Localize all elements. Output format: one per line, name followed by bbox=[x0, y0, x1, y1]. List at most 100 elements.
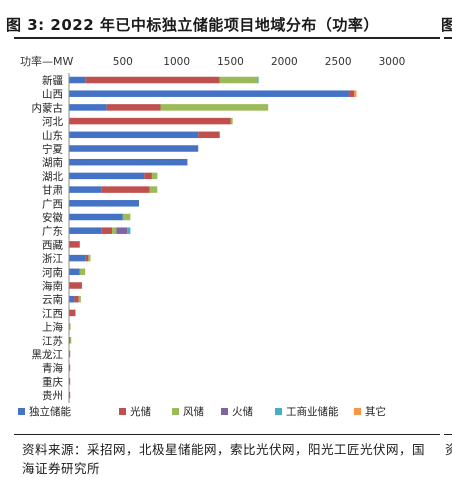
bar-segment bbox=[101, 186, 150, 193]
bar-segment bbox=[85, 76, 220, 84]
bar-segment bbox=[69, 378, 71, 385]
bar-segment bbox=[69, 337, 71, 344]
legend-swatch bbox=[172, 408, 179, 415]
category-label: 安徽 bbox=[42, 211, 63, 224]
bar-segment bbox=[112, 227, 117, 234]
bar-segment bbox=[69, 172, 145, 180]
top-rule bbox=[14, 37, 440, 39]
bottom-rule bbox=[14, 434, 440, 435]
category-label: 广东 bbox=[42, 225, 63, 238]
category-label: 甘肃 bbox=[42, 184, 63, 197]
category-label: 青海 bbox=[42, 362, 63, 375]
category-label: 上海 bbox=[42, 321, 63, 334]
category-label: 江西 bbox=[42, 308, 63, 320]
bar-segment bbox=[69, 158, 188, 166]
bar-segment bbox=[69, 104, 107, 111]
category-label: 贵州 bbox=[42, 389, 63, 402]
bar-segment bbox=[101, 227, 113, 234]
bar-segment bbox=[69, 323, 71, 330]
x-tick-label: 2500 bbox=[325, 56, 352, 68]
bar-segment bbox=[88, 254, 91, 262]
x-tick-label: 3000 bbox=[379, 56, 406, 68]
bar-segment bbox=[257, 76, 259, 84]
category-label: 新疆 bbox=[42, 74, 63, 87]
source-note: 资料来源：采招网，北极星储能网，索比光伏网，阳光工匠光伏网，国海证券研究所 bbox=[22, 442, 426, 476]
bar-segment bbox=[69, 309, 76, 317]
category-label: 宁夏 bbox=[42, 143, 63, 156]
bar-segment bbox=[198, 131, 220, 139]
category-label: 西藏 bbox=[42, 239, 63, 251]
bar-segment bbox=[79, 268, 86, 276]
bar-segment bbox=[219, 76, 258, 84]
bottom-rule-next-column bbox=[444, 434, 452, 435]
category-label: 海南 bbox=[42, 280, 63, 293]
bar-segment bbox=[69, 213, 123, 221]
category-label: 黑龙江 bbox=[32, 348, 64, 361]
x-tick-label: 2000 bbox=[271, 56, 298, 68]
stacked-bar-chart: 功率—MW 500 1000 1500 2000 2500 3000 新疆山西内蒙古河北山… bbox=[18, 54, 406, 418]
bar-segment bbox=[354, 90, 357, 97]
bar-segment bbox=[70, 337, 72, 344]
category-label: 江苏 bbox=[42, 334, 63, 347]
x-tick-label: 1500 bbox=[217, 56, 244, 68]
bar-segment bbox=[69, 131, 199, 139]
legend-label: 火储 bbox=[232, 405, 253, 418]
bar-segment bbox=[69, 268, 80, 276]
category-label: 河北 bbox=[42, 116, 63, 128]
bar-segment bbox=[69, 350, 71, 358]
bar-segment bbox=[69, 282, 82, 289]
legend-label: 光储 bbox=[130, 405, 151, 418]
legend-swatch bbox=[18, 408, 25, 415]
bar-segment bbox=[69, 90, 349, 97]
legend-label: 工商业储能 bbox=[286, 405, 339, 418]
legend-swatch bbox=[119, 408, 126, 415]
bar-segment bbox=[85, 254, 89, 262]
x-tick-label: 1000 bbox=[163, 56, 190, 68]
category-label: 内蒙古 bbox=[32, 101, 64, 114]
legend-swatch bbox=[354, 408, 361, 415]
bar-segment bbox=[74, 295, 79, 303]
category-label: 广西 bbox=[42, 198, 63, 210]
x-tick-label: 500 bbox=[113, 56, 133, 68]
bar-segment bbox=[348, 90, 355, 97]
legend-swatch bbox=[221, 408, 228, 415]
bar-segment bbox=[144, 172, 152, 180]
category-label: 重庆 bbox=[42, 375, 63, 388]
category-label: 山西 bbox=[42, 89, 63, 101]
bar-segment bbox=[69, 117, 231, 125]
category-label: 湖南 bbox=[42, 156, 63, 169]
bar-segment bbox=[69, 76, 86, 84]
bar-segment bbox=[69, 241, 80, 248]
unit-label: 功率—MW bbox=[20, 54, 73, 68]
category-label: 浙江 bbox=[42, 253, 63, 265]
bar-segment bbox=[149, 186, 158, 193]
bar-segment bbox=[69, 227, 102, 234]
figure-title: 图 3: 2022 年已中标独立储能项目地域分布（功率） bbox=[6, 16, 379, 34]
bar-segment bbox=[69, 364, 71, 371]
legend-swatch bbox=[275, 408, 282, 415]
next-column-source-note: 资 bbox=[445, 442, 452, 457]
bar-segment bbox=[160, 104, 269, 111]
legend-label: 其它 bbox=[365, 405, 386, 418]
legend-label: 独立储能 bbox=[29, 405, 71, 418]
bar-segment bbox=[116, 227, 128, 234]
next-column-figure-title: 图 bbox=[441, 16, 452, 34]
bar-segment bbox=[78, 295, 81, 303]
bar-segment bbox=[230, 117, 233, 125]
bar-segment bbox=[151, 172, 158, 180]
bar-segment bbox=[69, 391, 71, 399]
bar-segment bbox=[106, 104, 161, 111]
category-label: 湖北 bbox=[42, 171, 63, 183]
bar-segment bbox=[69, 254, 86, 262]
category-label: 山东 bbox=[42, 129, 63, 142]
bar-segment bbox=[69, 295, 75, 303]
bar-segment bbox=[69, 186, 102, 193]
category-label: 云南 bbox=[42, 293, 63, 306]
bar-segment bbox=[69, 145, 199, 152]
top-rule-next-column bbox=[444, 37, 452, 39]
bar-segment bbox=[69, 200, 139, 207]
legend-label: 风储 bbox=[183, 405, 204, 418]
bar-segment bbox=[127, 227, 131, 234]
category-label: 河南 bbox=[42, 266, 63, 279]
bar-segment bbox=[122, 213, 131, 221]
